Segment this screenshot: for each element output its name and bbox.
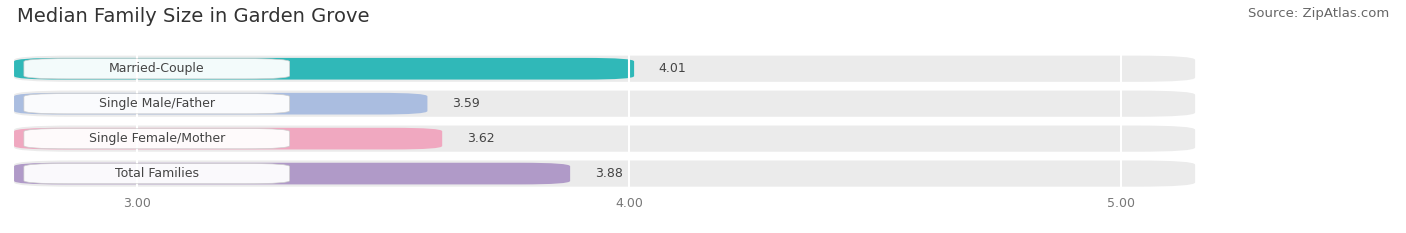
Text: Median Family Size in Garden Grove: Median Family Size in Garden Grove (17, 7, 370, 26)
Text: Source: ZipAtlas.com: Source: ZipAtlas.com (1249, 7, 1389, 20)
Text: Total Families: Total Families (115, 167, 198, 180)
FancyBboxPatch shape (24, 164, 290, 184)
Text: Single Male/Father: Single Male/Father (98, 97, 215, 110)
FancyBboxPatch shape (14, 93, 427, 115)
Text: 3.88: 3.88 (595, 167, 623, 180)
FancyBboxPatch shape (24, 93, 290, 114)
Text: Single Female/Mother: Single Female/Mother (89, 132, 225, 145)
Text: 3.59: 3.59 (451, 97, 479, 110)
FancyBboxPatch shape (14, 128, 441, 150)
FancyBboxPatch shape (14, 58, 634, 80)
Text: 4.01: 4.01 (658, 62, 686, 75)
FancyBboxPatch shape (14, 126, 1195, 152)
FancyBboxPatch shape (24, 129, 290, 149)
FancyBboxPatch shape (14, 56, 1195, 82)
FancyBboxPatch shape (14, 161, 1195, 187)
Text: Married-Couple: Married-Couple (108, 62, 205, 75)
FancyBboxPatch shape (14, 163, 569, 185)
Text: 3.62: 3.62 (467, 132, 495, 145)
FancyBboxPatch shape (14, 91, 1195, 117)
FancyBboxPatch shape (24, 59, 290, 79)
